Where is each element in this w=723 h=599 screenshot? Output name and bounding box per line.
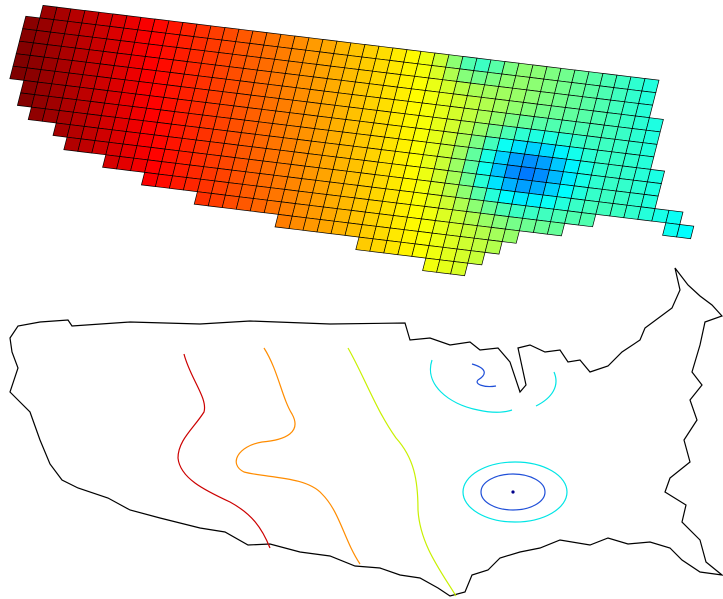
mesh-cell [547,222,564,236]
contour-line [430,360,512,412]
contour-line [536,372,556,406]
mesh-cell [641,194,658,208]
mesh-cell [502,229,519,243]
mesh-cell [647,169,664,183]
contour-line [178,354,270,548]
mesh-cell [640,143,657,157]
map-figure [0,0,723,599]
mesh-cell [677,225,694,239]
region-outline [10,268,722,596]
mesh-cell [579,213,596,227]
contour-point [511,490,514,493]
mesh-cell [644,182,661,196]
contour-line [348,348,456,596]
contour-map [10,268,722,596]
mesh-cell [642,79,659,93]
mesh-cell [637,155,654,169]
mesh-cell [646,118,663,132]
contour-line [463,462,567,522]
contour-line [236,348,360,564]
surface-mesh [10,5,694,275]
mesh-cell [451,262,468,276]
mesh-cell [468,251,485,265]
mesh-cell [639,91,656,105]
mesh-cell [643,130,660,144]
page: (() => { const data = JSON.parse(documen… [0,0,723,599]
mesh-cell [635,104,652,118]
mesh-cell [485,240,502,254]
mesh-cell [666,210,683,224]
contour-line [472,364,496,387]
